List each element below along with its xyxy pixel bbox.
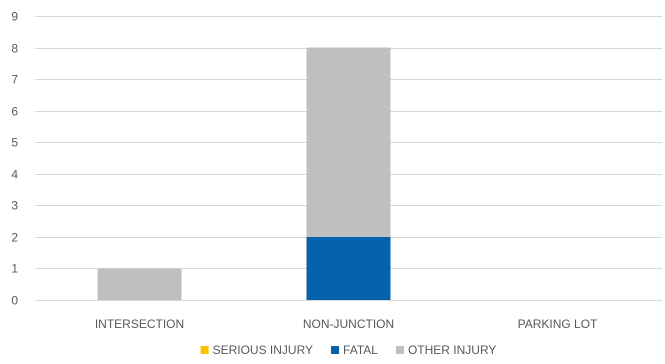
bar-segment: [306, 47, 391, 237]
bar-segment: [97, 268, 182, 300]
y-tick-label: 3: [11, 199, 18, 213]
y-tick-label: 5: [11, 136, 18, 150]
legend-swatch: [395, 346, 404, 354]
y-tick-label: 4: [11, 168, 18, 182]
legend-label: OTHER INJURY: [408, 343, 496, 357]
y-tick-label: 9: [11, 10, 18, 24]
x-tick-label: INTERSECTION: [95, 317, 184, 331]
legend-label: FATAL: [343, 343, 378, 357]
y-tick-label: 1: [11, 262, 18, 276]
y-axis-tick-labels: 0 1 2 3 4 5 6 7 8 9: [11, 10, 18, 308]
x-tick-label: PARKING LOT: [518, 317, 598, 331]
legend-label: SERIOUS INJURY: [213, 343, 313, 357]
y-tick-label: 6: [11, 105, 18, 119]
legend-swatch: [331, 346, 340, 354]
legend-swatch: [200, 346, 209, 354]
bar-segment: [306, 236, 391, 300]
x-tick-label: NON-JUNCTION: [303, 317, 394, 331]
bars: [97, 47, 391, 300]
y-tick-label: 0: [11, 294, 18, 308]
x-axis-tick-labels: INTERSECTION NON-JUNCTION PARKING LOT: [95, 317, 598, 331]
legend: SERIOUS INJURY FATAL OTHER INJURY: [200, 343, 496, 357]
y-tick-label: 2: [11, 231, 18, 245]
y-tick-label: 8: [11, 42, 18, 56]
y-tick-label: 7: [11, 73, 18, 87]
